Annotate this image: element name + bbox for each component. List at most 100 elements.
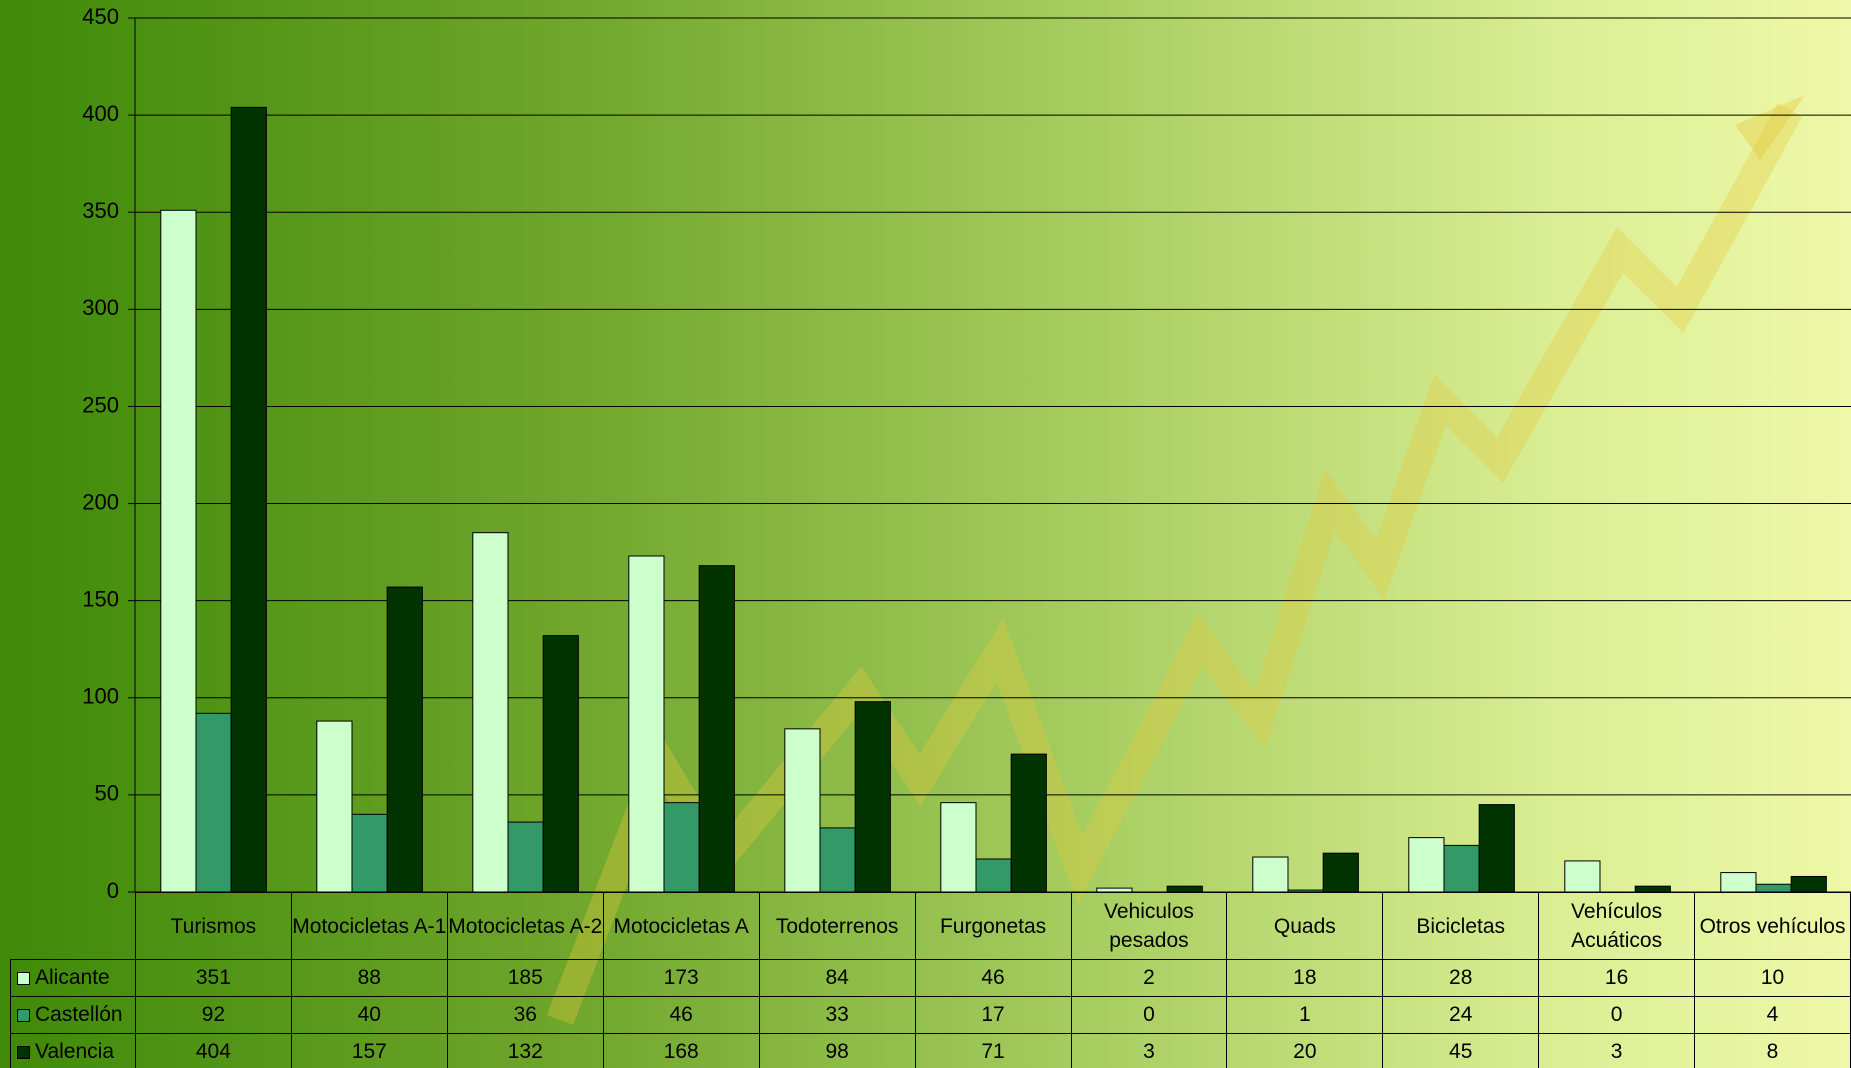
y-tick-label: 200 <box>82 489 119 514</box>
table-value: 33 <box>758 996 916 1034</box>
bar <box>1720 872 1757 893</box>
table-row: Castellón 92 40 36 46 33 17 0 1 24 0 4 <box>10 996 1851 1034</box>
table-value: 98 <box>758 1033 916 1068</box>
y-tick-label: 150 <box>82 586 119 611</box>
bar <box>1755 883 1792 893</box>
bar <box>698 565 735 893</box>
bar <box>507 821 544 893</box>
table-value: 3 <box>1538 1033 1696 1068</box>
table-value: 20 <box>1226 1033 1384 1068</box>
bar <box>1322 852 1359 893</box>
bar <box>819 827 856 893</box>
decorative-arrowhead <box>1735 95 1805 160</box>
x-tick-label: Motocicletas A-2 <box>446 892 604 960</box>
y-tick-label: 450 <box>82 4 119 29</box>
table-value: 45 <box>1382 1033 1540 1068</box>
data-table: Turismos Motocicletas A-1 Motocicletas A-2… <box>10 892 1851 1068</box>
x-tick-label: Bicicletas <box>1382 892 1540 960</box>
table-value: 24 <box>1382 996 1540 1034</box>
table-value: 132 <box>446 1033 604 1068</box>
bar <box>316 720 353 893</box>
x-tick-label: Motocicletas A-1 <box>290 892 448 960</box>
legend-key <box>17 1008 30 1022</box>
legend-label: Alicante <box>35 966 110 989</box>
bar <box>1408 837 1445 893</box>
table-value: 168 <box>602 1033 760 1068</box>
table-value: 2 <box>1070 959 1228 997</box>
table-value: 4 <box>1694 996 1851 1034</box>
x-tick-label: Turismos <box>134 892 292 960</box>
table-value: 40 <box>290 996 448 1034</box>
table-value: 18 <box>1226 959 1384 997</box>
x-tick-label: Vehiculos pesados <box>1070 892 1228 960</box>
y-tick-label: 250 <box>82 392 119 417</box>
x-tick-label: Todoterrenos <box>758 892 916 960</box>
bar <box>195 712 232 893</box>
bar <box>975 858 1012 893</box>
table-value: 46 <box>914 959 1072 997</box>
table-value: 36 <box>446 996 604 1034</box>
bar <box>1252 856 1289 893</box>
table-value: 88 <box>290 959 448 997</box>
table-value: 16 <box>1538 959 1696 997</box>
bar <box>940 802 977 893</box>
legend-entry: Alicante <box>10 959 136 997</box>
table-value: 28 <box>1382 959 1540 997</box>
bar <box>854 701 891 893</box>
bar <box>628 555 665 893</box>
table-value: 10 <box>1694 959 1851 997</box>
bar <box>1564 860 1601 893</box>
x-tick-label: Motocicletas A <box>602 892 760 960</box>
table-value: 173 <box>602 959 760 997</box>
bar <box>1096 887 1133 893</box>
bar <box>542 635 579 893</box>
legend-key <box>17 1045 30 1059</box>
bar <box>663 802 700 893</box>
bar <box>784 728 821 893</box>
table-value: 0 <box>1070 996 1228 1034</box>
table-value: 84 <box>758 959 916 997</box>
y-tick-label: 100 <box>82 684 119 709</box>
table-value: 351 <box>134 959 292 997</box>
bar <box>1443 844 1480 893</box>
bar <box>1478 804 1515 893</box>
table-value: 92 <box>134 996 292 1034</box>
y-tick-label: 400 <box>82 101 119 126</box>
bar <box>1790 875 1827 893</box>
table-value: 404 <box>134 1033 292 1068</box>
table-row: Valencia 404 157 132 168 98 71 3 20 45 3 8 <box>10 1033 1851 1068</box>
table-value: 17 <box>914 996 1072 1034</box>
table-value: 157 <box>290 1033 448 1068</box>
table-value: 1 <box>1226 996 1384 1034</box>
bar <box>386 586 423 893</box>
table-header-row: Turismos Motocicletas A-1 Motocicletas A-2… <box>10 892 1851 960</box>
legend-entry: Castellón <box>10 996 136 1034</box>
x-tick-label: Otros vehículos <box>1694 892 1851 960</box>
x-tick-label: Quads <box>1226 892 1384 960</box>
y-tick-label: 350 <box>82 198 119 223</box>
table-value: 8 <box>1694 1033 1851 1068</box>
table-value: 0 <box>1538 996 1696 1034</box>
decorative-arrow <box>546 103 1803 1026</box>
legend-entry: Valencia <box>10 1033 136 1068</box>
y-tick-label: 50 <box>95 781 119 806</box>
bar <box>1010 753 1047 893</box>
table-row: Alicante 351 88 185 173 84 46 2 18 28 16 10 <box>10 959 1851 997</box>
legend-key <box>17 971 30 985</box>
legend-label: Castellón <box>35 1003 123 1026</box>
bar <box>472 532 509 893</box>
x-tick-label: Vehículos Acuáticos <box>1538 892 1696 960</box>
table-value: 46 <box>602 996 760 1034</box>
x-tick-label: Furgonetas <box>914 892 1072 960</box>
table-value: 71 <box>914 1033 1072 1068</box>
bar <box>230 106 267 893</box>
y-tick-label: 300 <box>82 295 119 320</box>
bar <box>160 209 197 893</box>
legend-label: Valencia <box>35 1040 114 1063</box>
table-value: 185 <box>446 959 604 997</box>
table-corner <box>10 892 136 960</box>
table-value: 3 <box>1070 1033 1228 1068</box>
bar <box>351 813 388 893</box>
